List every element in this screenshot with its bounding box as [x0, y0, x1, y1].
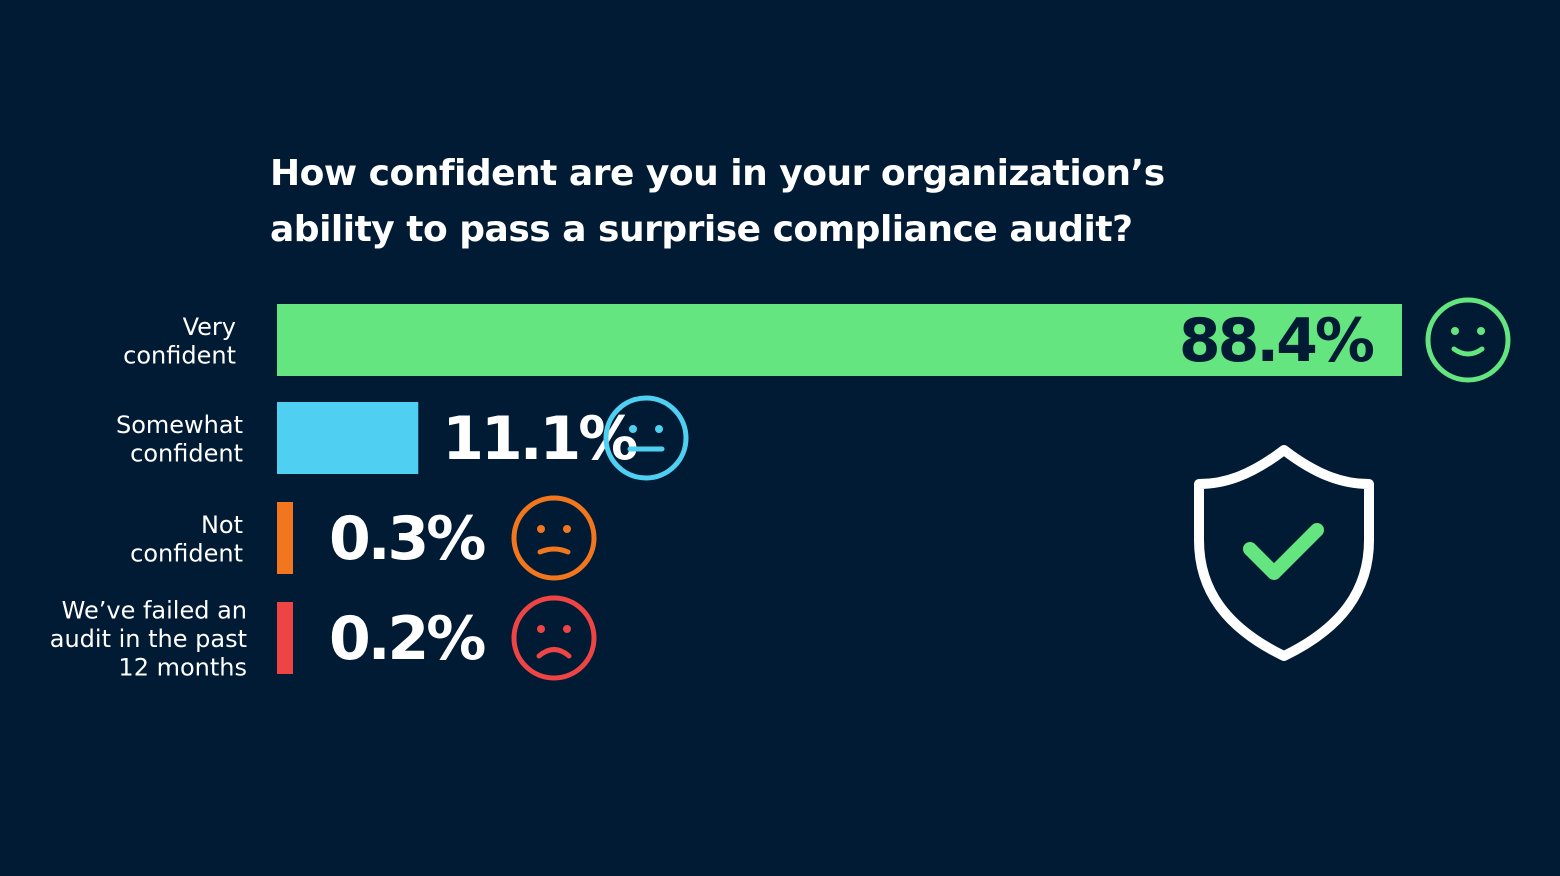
face-eye [537, 525, 545, 533]
sad-face-icon [511, 595, 597, 681]
value-label: 88.4% [1179, 306, 1374, 376]
category-label: audit in the past [50, 625, 247, 653]
uneasy-face-icon [511, 495, 597, 581]
face-outline [511, 495, 597, 581]
category-label: confident [130, 439, 243, 467]
face-mouth [1451, 346, 1485, 357]
category-label: Somewhat [116, 411, 243, 439]
category-label: Not [201, 511, 243, 539]
shield-checkmark [1243, 523, 1324, 580]
face-mouth [537, 546, 571, 555]
chart-title-line-1: How confident are you in your organizati… [270, 153, 1165, 194]
face-eye [1451, 327, 1459, 335]
face-outline [603, 395, 689, 481]
face-eye [629, 425, 637, 433]
face-eye [563, 625, 571, 633]
happy-face-icon [1425, 297, 1511, 383]
shield-check-icon [1194, 445, 1374, 661]
category-label: 12 months [118, 654, 247, 682]
chart-title: How confident are you in your organizati… [270, 146, 1190, 258]
shield-outline [1194, 445, 1374, 661]
chart-title-line-2: ability to pass a surprise compliance au… [270, 209, 1133, 250]
category-label: Very [183, 313, 236, 341]
bar [277, 502, 293, 574]
face-mouth [536, 647, 572, 659]
face-eye [655, 425, 663, 433]
category-label: We’ve failed an [62, 597, 247, 625]
value-label: 0.2% [329, 604, 485, 674]
category-label: confident [130, 539, 243, 567]
bar [277, 602, 293, 674]
bar [277, 402, 419, 474]
neutral-face-icon [603, 395, 689, 481]
face-outline [511, 595, 597, 681]
face-outline [1425, 297, 1511, 383]
bar [277, 304, 1402, 376]
face-eye [563, 525, 571, 533]
category-label: confident [123, 341, 236, 369]
face-eye [1477, 327, 1485, 335]
face-eye [537, 625, 545, 633]
value-label: 0.3% [329, 504, 485, 574]
